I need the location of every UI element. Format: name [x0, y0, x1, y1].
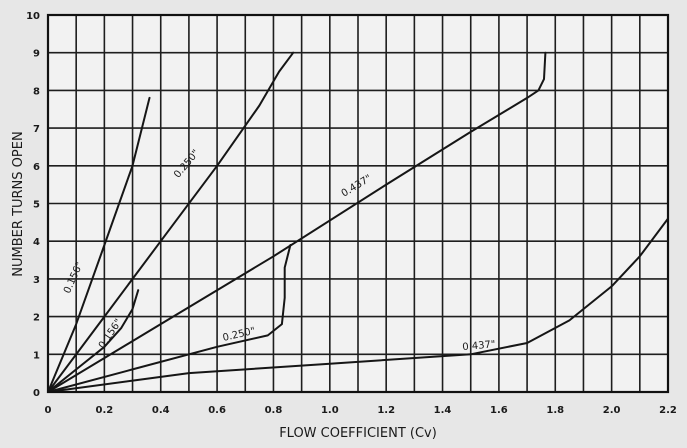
x-tick-label: 1.6 [490, 405, 508, 416]
y-tick-label: 0 [33, 388, 40, 399]
y-tick-label: 5 [33, 200, 40, 211]
x-tick-label: 0.8 [265, 405, 283, 416]
y-tick-label: 3 [33, 275, 40, 286]
x-tick-label: 0.6 [208, 405, 226, 416]
y-tick-label: 7 [33, 124, 40, 135]
x-tick-label: 2.2 [659, 405, 677, 416]
x-tick-label: 1.8 [546, 405, 564, 416]
x-tick-label: 0.2 [96, 405, 114, 416]
series-line-5 [47, 244, 292, 393]
x-tick-label: 0.4 [152, 405, 170, 416]
series-group [47, 51, 669, 393]
curve-label: 0.437" [462, 339, 496, 353]
y-tick-label: 8 [33, 86, 40, 97]
series-line-3 [47, 51, 547, 393]
series-line-4 [47, 289, 140, 393]
series-line-2 [47, 51, 295, 393]
x-tick-label: 1.0 [321, 405, 339, 416]
x-tick-label: 0 [45, 405, 52, 416]
y-tick-label: 9 [33, 49, 40, 60]
y-tick-label: 1 [33, 350, 40, 361]
x-tick-label: 1.4 [434, 405, 452, 416]
series-line-6 [47, 217, 669, 393]
y-tick-label: 4 [33, 237, 40, 248]
tick-labels: 0 0.2 0.4 0.6 0.8 1.0 1.2 1.4 1.6 1.8 2.0 2.2 0 1 2 3 4 5… [26, 11, 677, 416]
x-tick-label: 2.0 [603, 405, 621, 416]
x-tick-label: 1.2 [377, 405, 395, 416]
y-axis-label: NUMBER TURNS OPEN [11, 131, 26, 276]
series-line-1 [47, 96, 151, 393]
y-tick-label: 6 [33, 162, 40, 173]
y-tick-label: 2 [33, 313, 40, 324]
plot-frame [46, 13, 670, 394]
x-axis-label: FLOW COEFFICIENT (Cv) [279, 426, 437, 441]
y-tick-label: 10 [26, 11, 40, 22]
